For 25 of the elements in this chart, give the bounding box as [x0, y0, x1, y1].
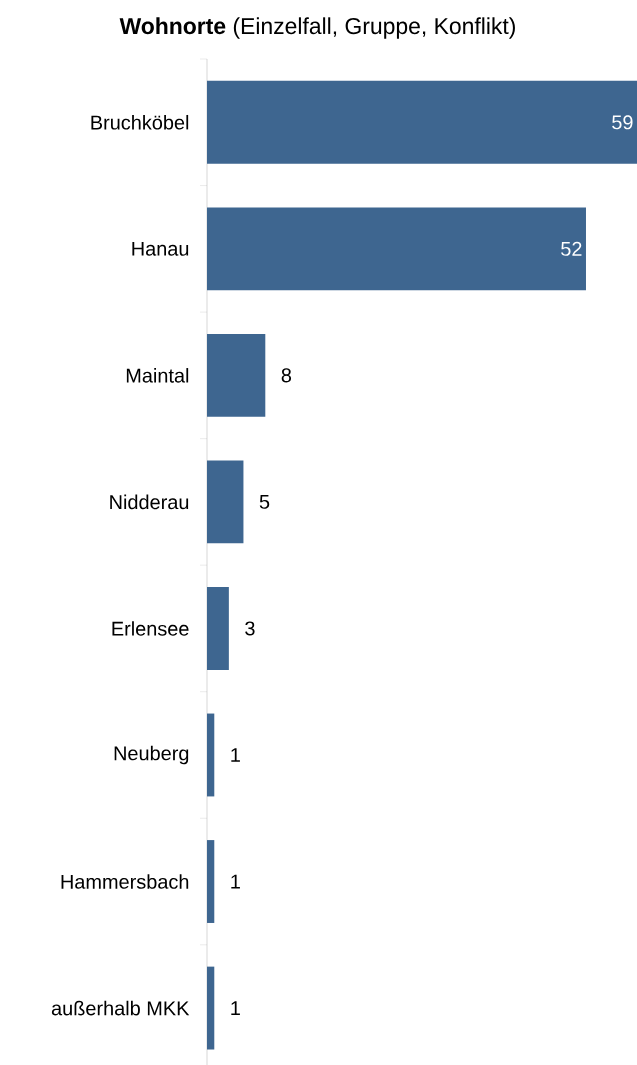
y-tick-label: Hanau — [132, 241, 189, 256]
bar — [207, 80, 637, 164]
data-label: 1 — [231, 1001, 240, 1015]
bar — [207, 587, 229, 670]
bar — [207, 966, 215, 1050]
data-label: 52 — [561, 241, 582, 256]
data-label: 1 — [231, 874, 240, 889]
y-tick-label: Erlensee — [112, 621, 189, 636]
y-tick-label: Bruchköbel — [91, 114, 189, 130]
data-label: 59 — [612, 115, 633, 130]
bar — [207, 713, 215, 797]
y-tick-label: Maintal — [126, 368, 189, 383]
bar — [207, 207, 586, 291]
data-label: 3 — [245, 621, 255, 636]
y-tick-label: Neuberg — [114, 745, 189, 765]
bar — [207, 840, 215, 923]
chart-title: Wohnorte (Einzelfall, Gruppe, Konflikt) — [119, 17, 515, 39]
y-tick-label: Nidderau — [110, 494, 189, 510]
data-label: 1 — [231, 748, 240, 762]
data-label: 5 — [259, 494, 270, 509]
data-label: 8 — [281, 368, 292, 383]
y-tick-label: Hammersbach — [61, 874, 189, 889]
bar — [207, 460, 244, 544]
y-tick-label: außerhalb MKK — [51, 1000, 190, 1016]
bar — [207, 333, 266, 417]
